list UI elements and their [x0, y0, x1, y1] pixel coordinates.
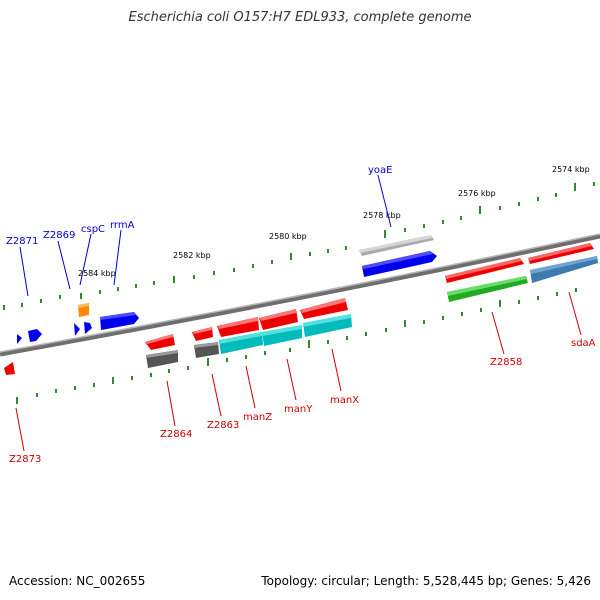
red-gene[interactable]: [4, 362, 15, 375]
lower-ruler: [16, 288, 577, 404]
gene-label: Z2864: [160, 429, 192, 440]
scale-label: 2576 kbp: [458, 189, 496, 198]
reverse-leaders: [15, 291, 582, 452]
gene-label: manY: [284, 404, 313, 415]
scale-label: 2584 kbp: [78, 269, 116, 278]
scale-label: 2574 kbp: [552, 165, 590, 174]
blue-gene[interactable]: [74, 323, 80, 336]
gene-label: Z2858: [490, 357, 522, 368]
upper-ruler: [3, 182, 595, 310]
gene-label: manX: [330, 395, 359, 406]
gene-label: manZ: [243, 412, 272, 423]
forward-leaders: [19, 174, 392, 297]
gene-label: yoaE: [368, 165, 392, 176]
scale-label: 2578 kbp: [363, 211, 401, 220]
gene-label: Z2869: [43, 230, 75, 241]
blue-gene[interactable]: [28, 329, 42, 342]
gene-label: Z2863: [207, 420, 239, 431]
accession-label: Accession: NC_002655: [9, 574, 146, 588]
gene-label: Z2873: [9, 454, 41, 465]
genome-backbone: [0, 233, 600, 357]
scale-label: 2580 kbp: [269, 232, 307, 241]
genome-title: Escherichia coli O157:H7 EDL933, complet…: [128, 10, 472, 25]
gene-label: Z2871: [6, 236, 38, 247]
blue-gene[interactable]: [362, 251, 437, 277]
genome-backbone-highlight: [0, 233, 600, 353]
scale-label: 2582 kbp: [173, 251, 211, 260]
gene-label: rrmA: [110, 220, 135, 231]
reverse-genes: [4, 298, 352, 375]
steelblue-gene[interactable]: [530, 256, 598, 283]
genome-summary: Topology: circular; Length: 5,528,445 bp…: [261, 574, 591, 588]
gene-label: sdaA: [571, 338, 596, 349]
forward-genes: [17, 235, 598, 344]
blue-gene[interactable]: [84, 322, 92, 334]
gene-label: cspC: [81, 224, 105, 235]
blue-gene[interactable]: [17, 334, 22, 344]
